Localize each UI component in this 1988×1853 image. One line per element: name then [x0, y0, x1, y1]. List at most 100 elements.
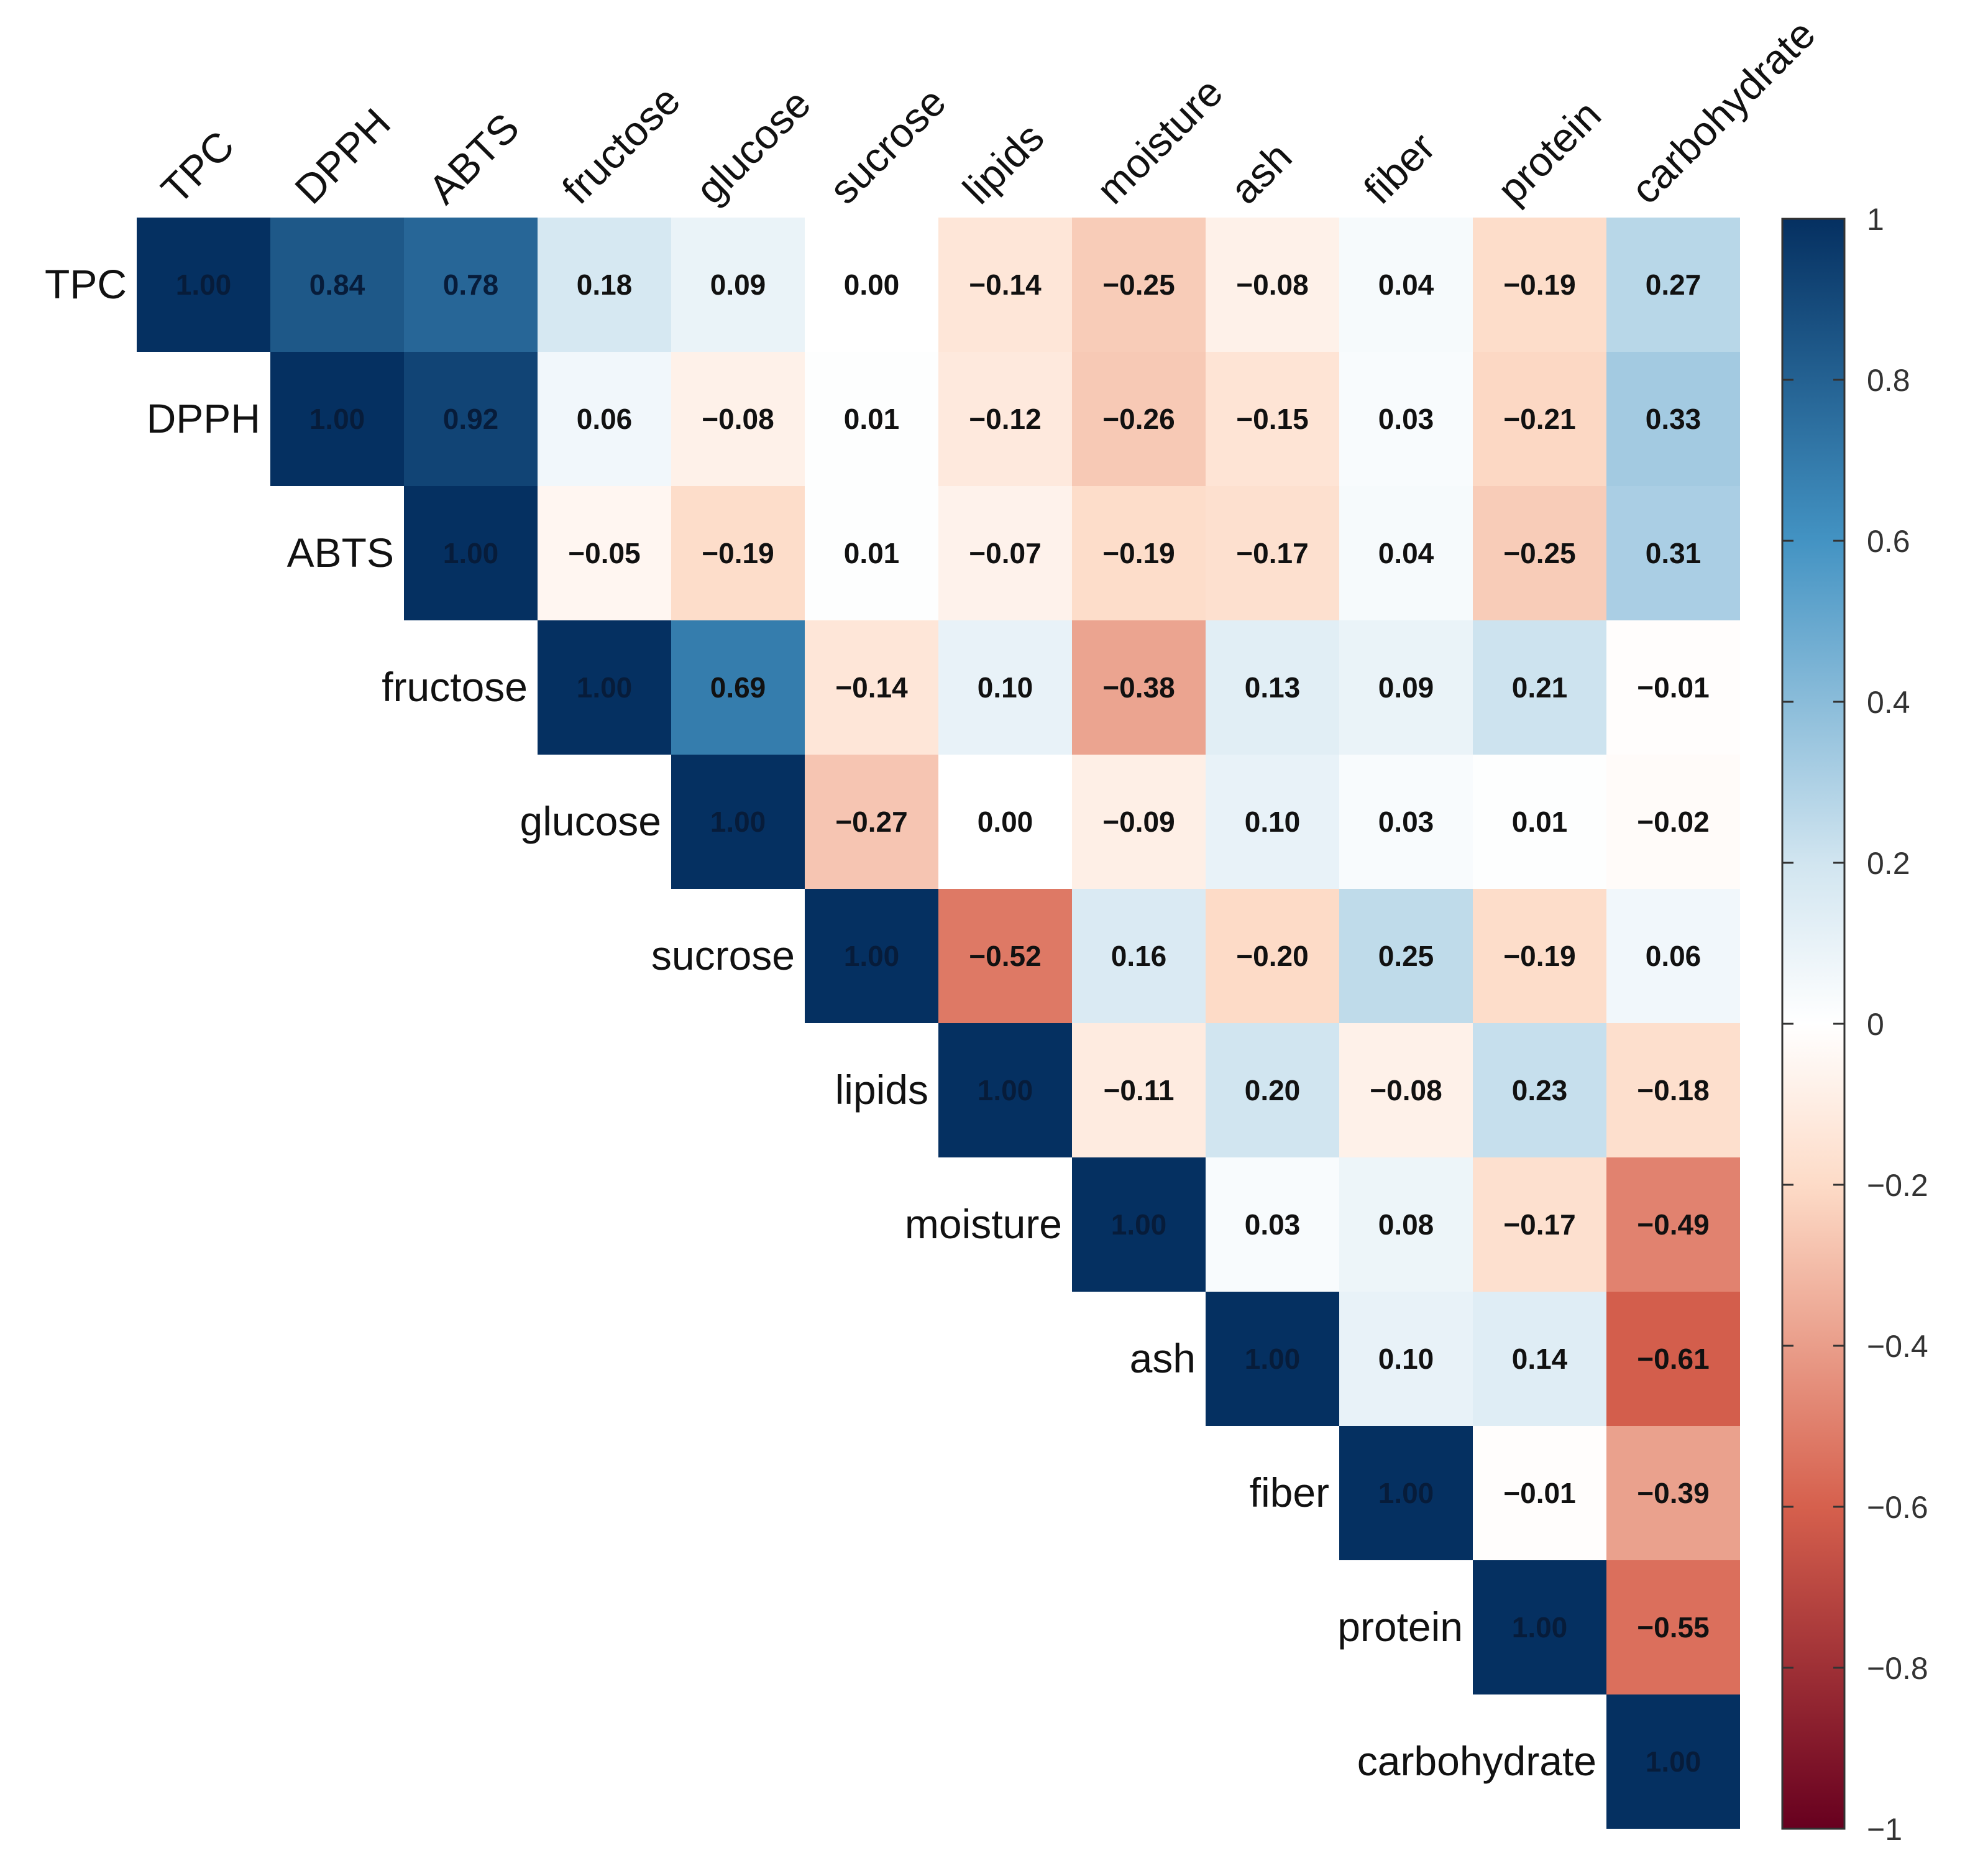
heatmap-cell [538, 218, 671, 352]
heatmap-cell [671, 620, 805, 755]
heatmap-cell [1072, 486, 1206, 620]
heatmap-cell [1339, 218, 1473, 352]
row-label: carbohydrate [1357, 1738, 1596, 1784]
heatmap-cell [1473, 1426, 1606, 1560]
cell-value-label: 0.10 [978, 671, 1033, 704]
cell-value-label: 1.00 [176, 269, 232, 301]
cell-value-label: 0.27 [1646, 269, 1702, 301]
colorbar-tick-label: −0.6 [1867, 1490, 1928, 1525]
row-label: sucrose [651, 932, 795, 978]
cell-value-label: −0.38 [1102, 671, 1175, 704]
colorbar-tick-label: 0.2 [1867, 846, 1910, 881]
cell-value-label: 0.01 [1512, 806, 1568, 838]
heatmap-cell [1072, 620, 1206, 755]
heatmap-cell [1606, 889, 1740, 1023]
cell-value-label: −0.08 [1370, 1074, 1442, 1106]
heatmap-cell [1339, 889, 1473, 1023]
heatmap-cell [1339, 486, 1473, 620]
cell-value-label: 0.06 [1646, 940, 1702, 972]
column-label: carbohydrate [1622, 11, 1824, 213]
heatmap-cell [1473, 1560, 1606, 1694]
column-label: fructose [553, 77, 689, 213]
row-label: fructose [382, 664, 528, 710]
heatmap-cell [1206, 1292, 1339, 1426]
cell-value-label: 0.06 [577, 403, 633, 435]
heatmap-cell [1339, 1023, 1473, 1157]
cell-value-label: 0.13 [1245, 671, 1301, 704]
heatmap-cell [1473, 352, 1606, 486]
heatmap-value-labels: 1.00 0.84 0.78 0.18 0.09 0.00 −0.14 −0.25 −0.08 0… [176, 269, 1710, 1778]
heatmap-cell [1473, 755, 1606, 889]
heatmap-cell [137, 218, 270, 352]
heatmap-cell [805, 486, 938, 620]
row-label: protein [1337, 1604, 1463, 1650]
heatmap-cell [1339, 620, 1473, 755]
cell-value-label: −0.08 [702, 403, 774, 435]
heatmap-cell [270, 218, 404, 352]
row-label: TPC [45, 261, 127, 307]
heatmap-cell [1606, 1560, 1740, 1694]
heatmap-cell [671, 486, 805, 620]
cell-value-label: −0.19 [702, 537, 774, 569]
heatmap-cell [538, 352, 671, 486]
cell-value-label: −0.17 [1503, 1208, 1575, 1241]
heatmap-cell [938, 486, 1072, 620]
heatmap-cell [1072, 352, 1206, 486]
column-label: ash [1221, 133, 1301, 213]
cell-value-label: 0.25 [1378, 940, 1434, 972]
cell-value-label: −0.20 [1236, 940, 1308, 972]
heatmap-cell [1606, 755, 1740, 889]
colorbar-tick-label: 1 [1867, 202, 1884, 237]
cell-value-label: 0.84 [309, 269, 365, 301]
row-label: DPPH [147, 395, 260, 441]
cell-value-label: 1.00 [978, 1074, 1033, 1106]
heatmap-cell [938, 352, 1072, 486]
colorbar-tick-label: −0.8 [1867, 1651, 1928, 1686]
heatmap-cell [1206, 486, 1339, 620]
column-label: protein [1488, 91, 1610, 213]
column-label: glucose [687, 80, 819, 213]
cell-value-label: 1.00 [1378, 1477, 1434, 1509]
cell-value-label: 0.03 [1245, 1208, 1301, 1241]
colorbar: 1 0.8 0.6 0.4 0.2 0 −0.2 −0.4 −0.6 −0.8 −1 [1781, 202, 1928, 1847]
heatmap-cell [1339, 1426, 1473, 1560]
column-label: TPC [152, 122, 243, 213]
heatmap-cell [270, 352, 404, 486]
cell-value-label: 1.00 [1111, 1208, 1167, 1241]
cell-value-label: 0.04 [1378, 537, 1434, 569]
cell-value-label: −0.19 [1503, 269, 1575, 301]
row-label: lipids [835, 1067, 928, 1113]
cell-value-label: −0.27 [835, 806, 907, 838]
cell-value-label: −0.21 [1503, 403, 1575, 435]
cell-value-label: 1.00 [710, 806, 766, 838]
heatmap-cell [1606, 1694, 1740, 1829]
cell-value-label: 0.01 [844, 537, 900, 569]
cell-value-label: 0.10 [1378, 1343, 1434, 1375]
colorbar-tick-label: 0.6 [1867, 524, 1910, 559]
cell-value-label: −0.49 [1637, 1208, 1709, 1241]
heatmap-cell [1206, 755, 1339, 889]
cell-value-label: −0.19 [1102, 537, 1175, 569]
colorbar-tick-label: −0.4 [1867, 1329, 1928, 1364]
heatmap-cell [805, 620, 938, 755]
cell-value-label: 0.69 [710, 671, 766, 704]
heatmap-cell [938, 889, 1072, 1023]
cell-value-label: −0.19 [1503, 940, 1575, 972]
heatmap-cell [1072, 1157, 1206, 1292]
cell-value-label: −0.15 [1236, 403, 1308, 435]
cell-value-label: 0.78 [443, 269, 499, 301]
heatmap-cell [1072, 889, 1206, 1023]
cell-value-label: 0.18 [577, 269, 633, 301]
cell-value-label: −0.08 [1236, 269, 1308, 301]
colorbar-tick-label: 0.4 [1867, 685, 1910, 720]
heatmap-cell [805, 755, 938, 889]
cell-value-label: 0.14 [1512, 1343, 1568, 1375]
cell-value-label: −0.01 [1503, 1477, 1575, 1509]
cell-value-label: 1.00 [1512, 1611, 1568, 1644]
cell-value-label: 0.20 [1245, 1074, 1301, 1106]
cell-value-label: 0.01 [844, 403, 900, 435]
column-label: lipids [954, 114, 1053, 213]
cell-value-label: −0.61 [1637, 1343, 1709, 1375]
